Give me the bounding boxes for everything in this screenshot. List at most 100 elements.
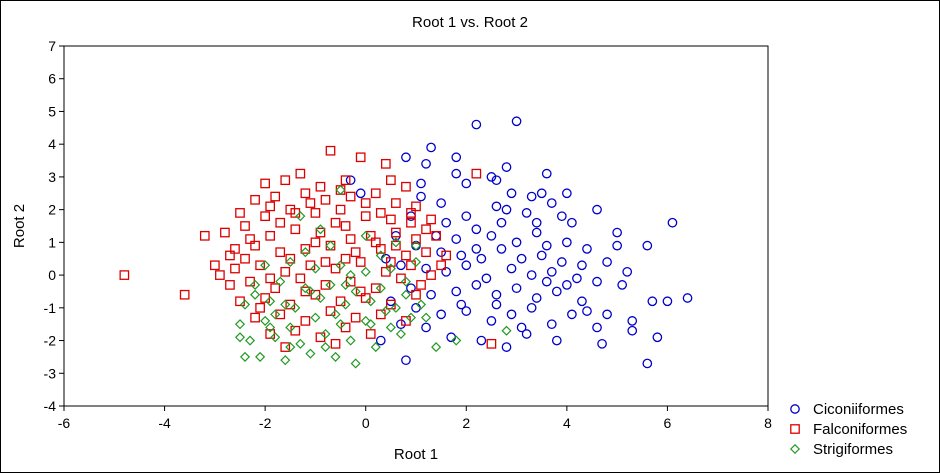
data-point — [506, 263, 517, 274]
data-point — [330, 309, 341, 320]
data-point — [642, 240, 653, 251]
series-strigiformes — [234, 184, 512, 369]
data-point — [476, 335, 487, 346]
data-point — [486, 338, 497, 349]
data-point — [411, 234, 421, 244]
data-point — [451, 286, 462, 297]
data-point — [456, 250, 467, 261]
data-point — [390, 237, 401, 248]
data-point — [486, 230, 497, 241]
data-point — [401, 181, 411, 192]
data-point — [210, 260, 220, 271]
data-point — [340, 279, 351, 290]
data-point — [451, 152, 462, 163]
data-point — [330, 351, 341, 362]
y-tick-label: 2 — [48, 202, 56, 218]
data-point — [280, 299, 291, 310]
data-point — [375, 335, 386, 346]
data-point — [582, 306, 592, 316]
data-point — [451, 168, 462, 179]
x-axis: -6 -4 -2 0 2 4 6 8 — [58, 406, 772, 431]
data-point — [506, 188, 517, 199]
data-point — [330, 338, 341, 349]
data-point — [315, 292, 326, 304]
data-point — [295, 338, 306, 349]
data-point — [551, 335, 562, 346]
data-point — [410, 240, 422, 251]
y-tick-label: 7 — [48, 38, 56, 54]
data-point — [325, 145, 336, 156]
data-point — [526, 270, 537, 280]
data-point — [421, 312, 432, 323]
data-point — [597, 338, 607, 349]
data-point — [411, 289, 421, 300]
data-point — [496, 217, 507, 228]
data-point — [516, 253, 527, 264]
data-point — [370, 237, 381, 248]
data-point — [471, 280, 482, 290]
data-point — [230, 263, 240, 274]
data-point — [250, 289, 261, 300]
data-point — [602, 309, 612, 320]
data-point — [572, 273, 582, 284]
y-tick-label: -2 — [44, 333, 57, 349]
data-point — [234, 332, 246, 343]
data-point — [300, 286, 311, 297]
data-point — [501, 204, 512, 215]
data-point — [531, 227, 542, 238]
data-point — [305, 198, 316, 208]
data-point — [416, 280, 426, 290]
data-point — [662, 296, 673, 307]
data-point — [310, 263, 321, 274]
data-point — [627, 316, 638, 326]
data-point — [234, 319, 246, 330]
data-point — [300, 316, 311, 326]
data-point — [340, 299, 351, 310]
data-point — [386, 257, 396, 267]
data-point — [275, 247, 286, 258]
data-point — [350, 247, 361, 258]
data-point — [501, 162, 512, 172]
y-tick-label: 0 — [48, 267, 56, 283]
data-point — [355, 257, 366, 267]
data-point — [396, 319, 406, 330]
data-point — [355, 286, 366, 297]
x-tick-label: -6 — [58, 415, 71, 431]
data-point — [395, 328, 406, 340]
data-point — [360, 266, 371, 277]
legend-marker — [790, 424, 800, 434]
data-point — [275, 217, 286, 228]
x-tick-label: -2 — [259, 415, 272, 431]
data-point — [380, 306, 391, 317]
data-point — [652, 332, 663, 343]
data-point — [225, 280, 235, 290]
data-point — [305, 348, 316, 359]
data-point — [270, 283, 281, 294]
data-point — [275, 309, 286, 320]
x-tick-label: 0 — [362, 415, 370, 431]
data-point — [320, 257, 331, 267]
data-point — [551, 286, 562, 297]
data-point — [406, 208, 416, 218]
data-point — [250, 312, 260, 323]
data-point — [380, 158, 391, 169]
data-point — [345, 270, 356, 281]
data-point — [350, 312, 361, 323]
data-point — [431, 342, 442, 353]
data-point — [592, 322, 602, 333]
data-point — [451, 234, 462, 244]
data-point — [285, 204, 296, 215]
data-point — [260, 260, 271, 271]
data-point — [521, 208, 532, 218]
data-point — [179, 289, 190, 300]
data-point — [531, 293, 542, 303]
data-point — [386, 214, 396, 225]
data-point — [491, 299, 502, 310]
data-point — [270, 309, 281, 320]
data-point — [506, 309, 517, 320]
series-ciconiiformes — [345, 116, 693, 369]
data-point — [325, 279, 336, 290]
data-point — [330, 217, 341, 228]
data-point — [400, 289, 411, 300]
data-point — [300, 247, 311, 258]
